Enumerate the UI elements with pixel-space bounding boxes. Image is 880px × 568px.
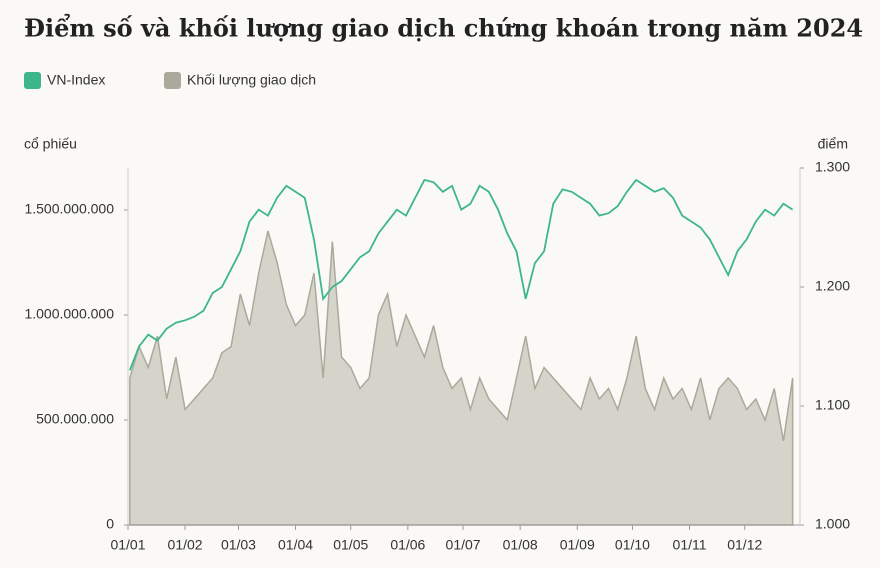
- x-tick-label: 01/05: [333, 537, 368, 553]
- x-tick-label: 01/10: [615, 537, 650, 553]
- index-line: [129, 178, 794, 371]
- y-axis-title: cổ phiếu: [24, 136, 77, 152]
- x-tick-label: 01/12: [727, 537, 762, 553]
- y-tick-label: 500.000.000: [36, 411, 114, 427]
- x-tick-label: 01/06: [390, 537, 425, 553]
- x-tick-label: 01/08: [503, 537, 538, 553]
- volume-area: [129, 230, 794, 526]
- y2-axis-title: điểm: [818, 136, 848, 152]
- legend-swatch: [164, 72, 181, 89]
- chart-title: Điểm số và khối lượng giao dịch chứng kh…: [24, 14, 863, 43]
- y-tick-label: 1.000.000.000: [24, 306, 114, 322]
- y2-tick-label: 1.300: [815, 159, 850, 175]
- x-tick-label: 01/09: [560, 537, 595, 553]
- x-tick-label: 01/02: [168, 537, 203, 553]
- legend-swatch: [24, 72, 41, 89]
- y2-tick-label: 1.200: [815, 278, 850, 294]
- y-tick-label: 0: [106, 516, 114, 532]
- y-tick-label: 1.500.000.000: [24, 201, 114, 217]
- y2-tick-label: 1.100: [815, 397, 850, 413]
- legend-label: Khối lượng giao dịch: [187, 72, 316, 88]
- legend-label: VN-Index: [47, 72, 105, 88]
- x-tick-label: 01/01: [110, 537, 145, 553]
- x-tick-label: 01/11: [673, 537, 707, 553]
- y2-tick-label: 1.000: [815, 516, 850, 532]
- x-tick-label: 01/03: [221, 537, 256, 553]
- x-tick-label: 01/04: [278, 537, 313, 553]
- x-tick-label: 01/07: [446, 537, 481, 553]
